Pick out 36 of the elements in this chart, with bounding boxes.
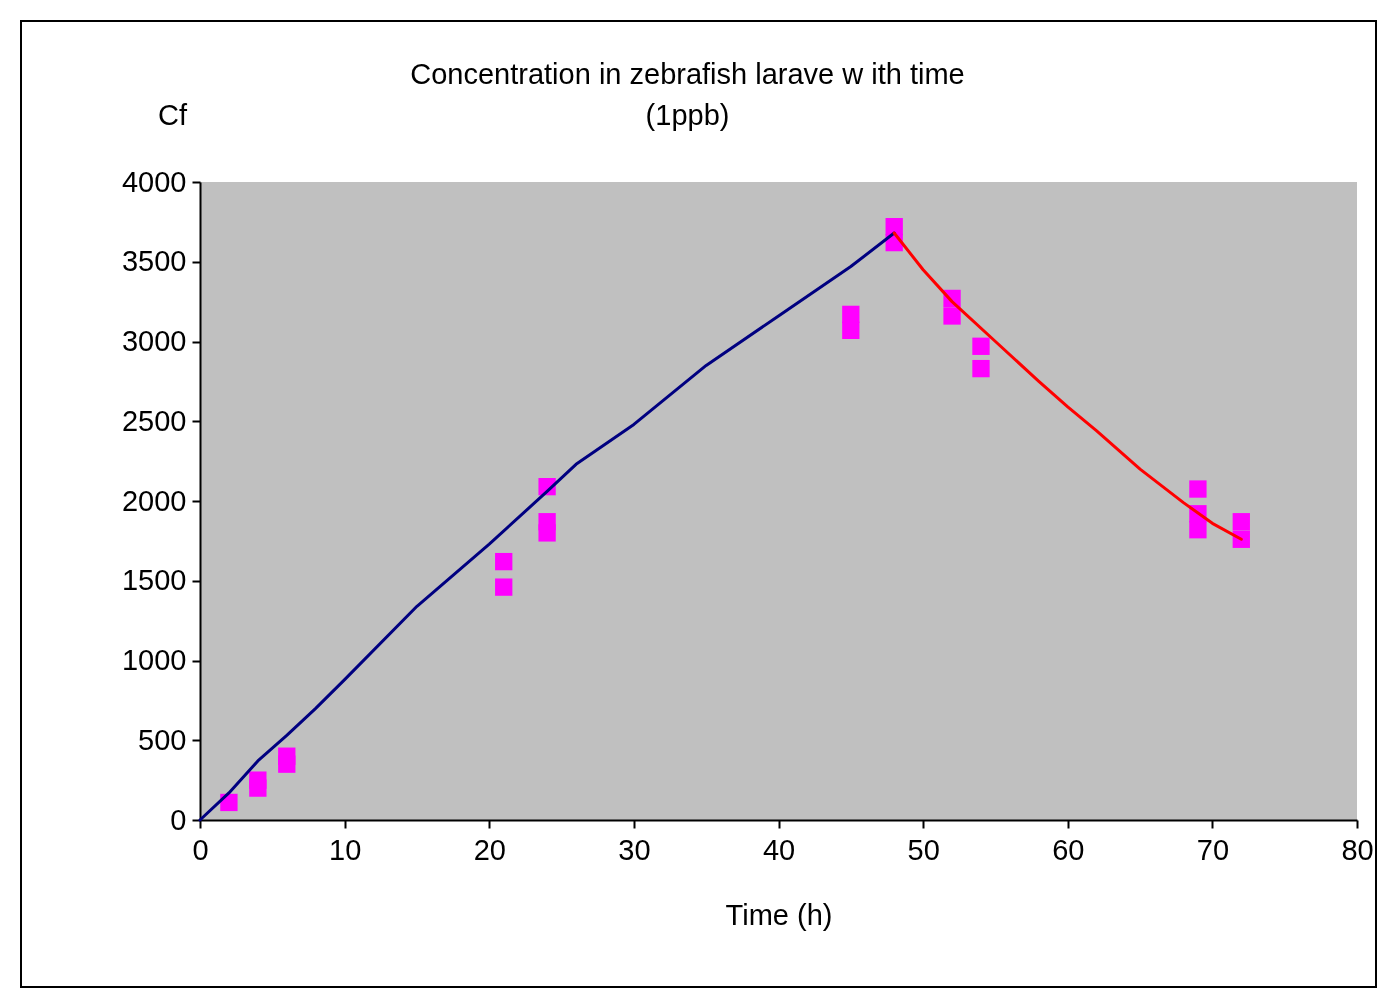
y-tick-label: 2500 bbox=[121, 404, 187, 437]
point bbox=[943, 307, 961, 325]
y-tick-label: 3500 bbox=[121, 245, 187, 278]
point bbox=[972, 359, 990, 378]
y-tick-label: 2000 bbox=[121, 484, 187, 517]
y-tick-label: 0 bbox=[170, 803, 187, 836]
point bbox=[495, 578, 513, 596]
x-tick-label: 20 bbox=[473, 833, 506, 866]
y-tick-label: 1000 bbox=[121, 644, 187, 676]
x-tick-label: 10 bbox=[328, 833, 362, 866]
point bbox=[495, 552, 513, 571]
y-axis-title: Cf bbox=[158, 98, 188, 131]
point bbox=[1189, 480, 1207, 498]
x-tick-label: 60 bbox=[1052, 833, 1085, 866]
x-tick-label: 30 bbox=[618, 833, 651, 866]
x-axis-title: Time (h) bbox=[725, 898, 833, 931]
chart-title: Concentration in zebrafish larave w ith time bbox=[410, 58, 965, 90]
point bbox=[538, 524, 556, 542]
x-tick-label: 50 bbox=[907, 833, 940, 866]
point bbox=[1189, 521, 1207, 539]
point bbox=[842, 305, 860, 324]
x-tick-label: 80 bbox=[1341, 833, 1374, 866]
point bbox=[842, 321, 860, 339]
point bbox=[278, 755, 296, 773]
point bbox=[220, 793, 238, 812]
x-tick-label: 0 bbox=[192, 833, 209, 866]
x-tick-label: 70 bbox=[1196, 833, 1230, 866]
x-tick-label: 40 bbox=[762, 833, 796, 866]
y-tick-label: 3000 bbox=[121, 325, 187, 357]
point bbox=[1232, 513, 1250, 531]
point bbox=[972, 337, 990, 355]
y-tick-label: 4000 bbox=[121, 165, 187, 198]
y-tick-label: 1500 bbox=[121, 564, 187, 597]
y-tick-label: 500 bbox=[138, 723, 187, 756]
chart-subtitle: (1ppb) bbox=[645, 99, 730, 131]
point bbox=[249, 779, 267, 797]
